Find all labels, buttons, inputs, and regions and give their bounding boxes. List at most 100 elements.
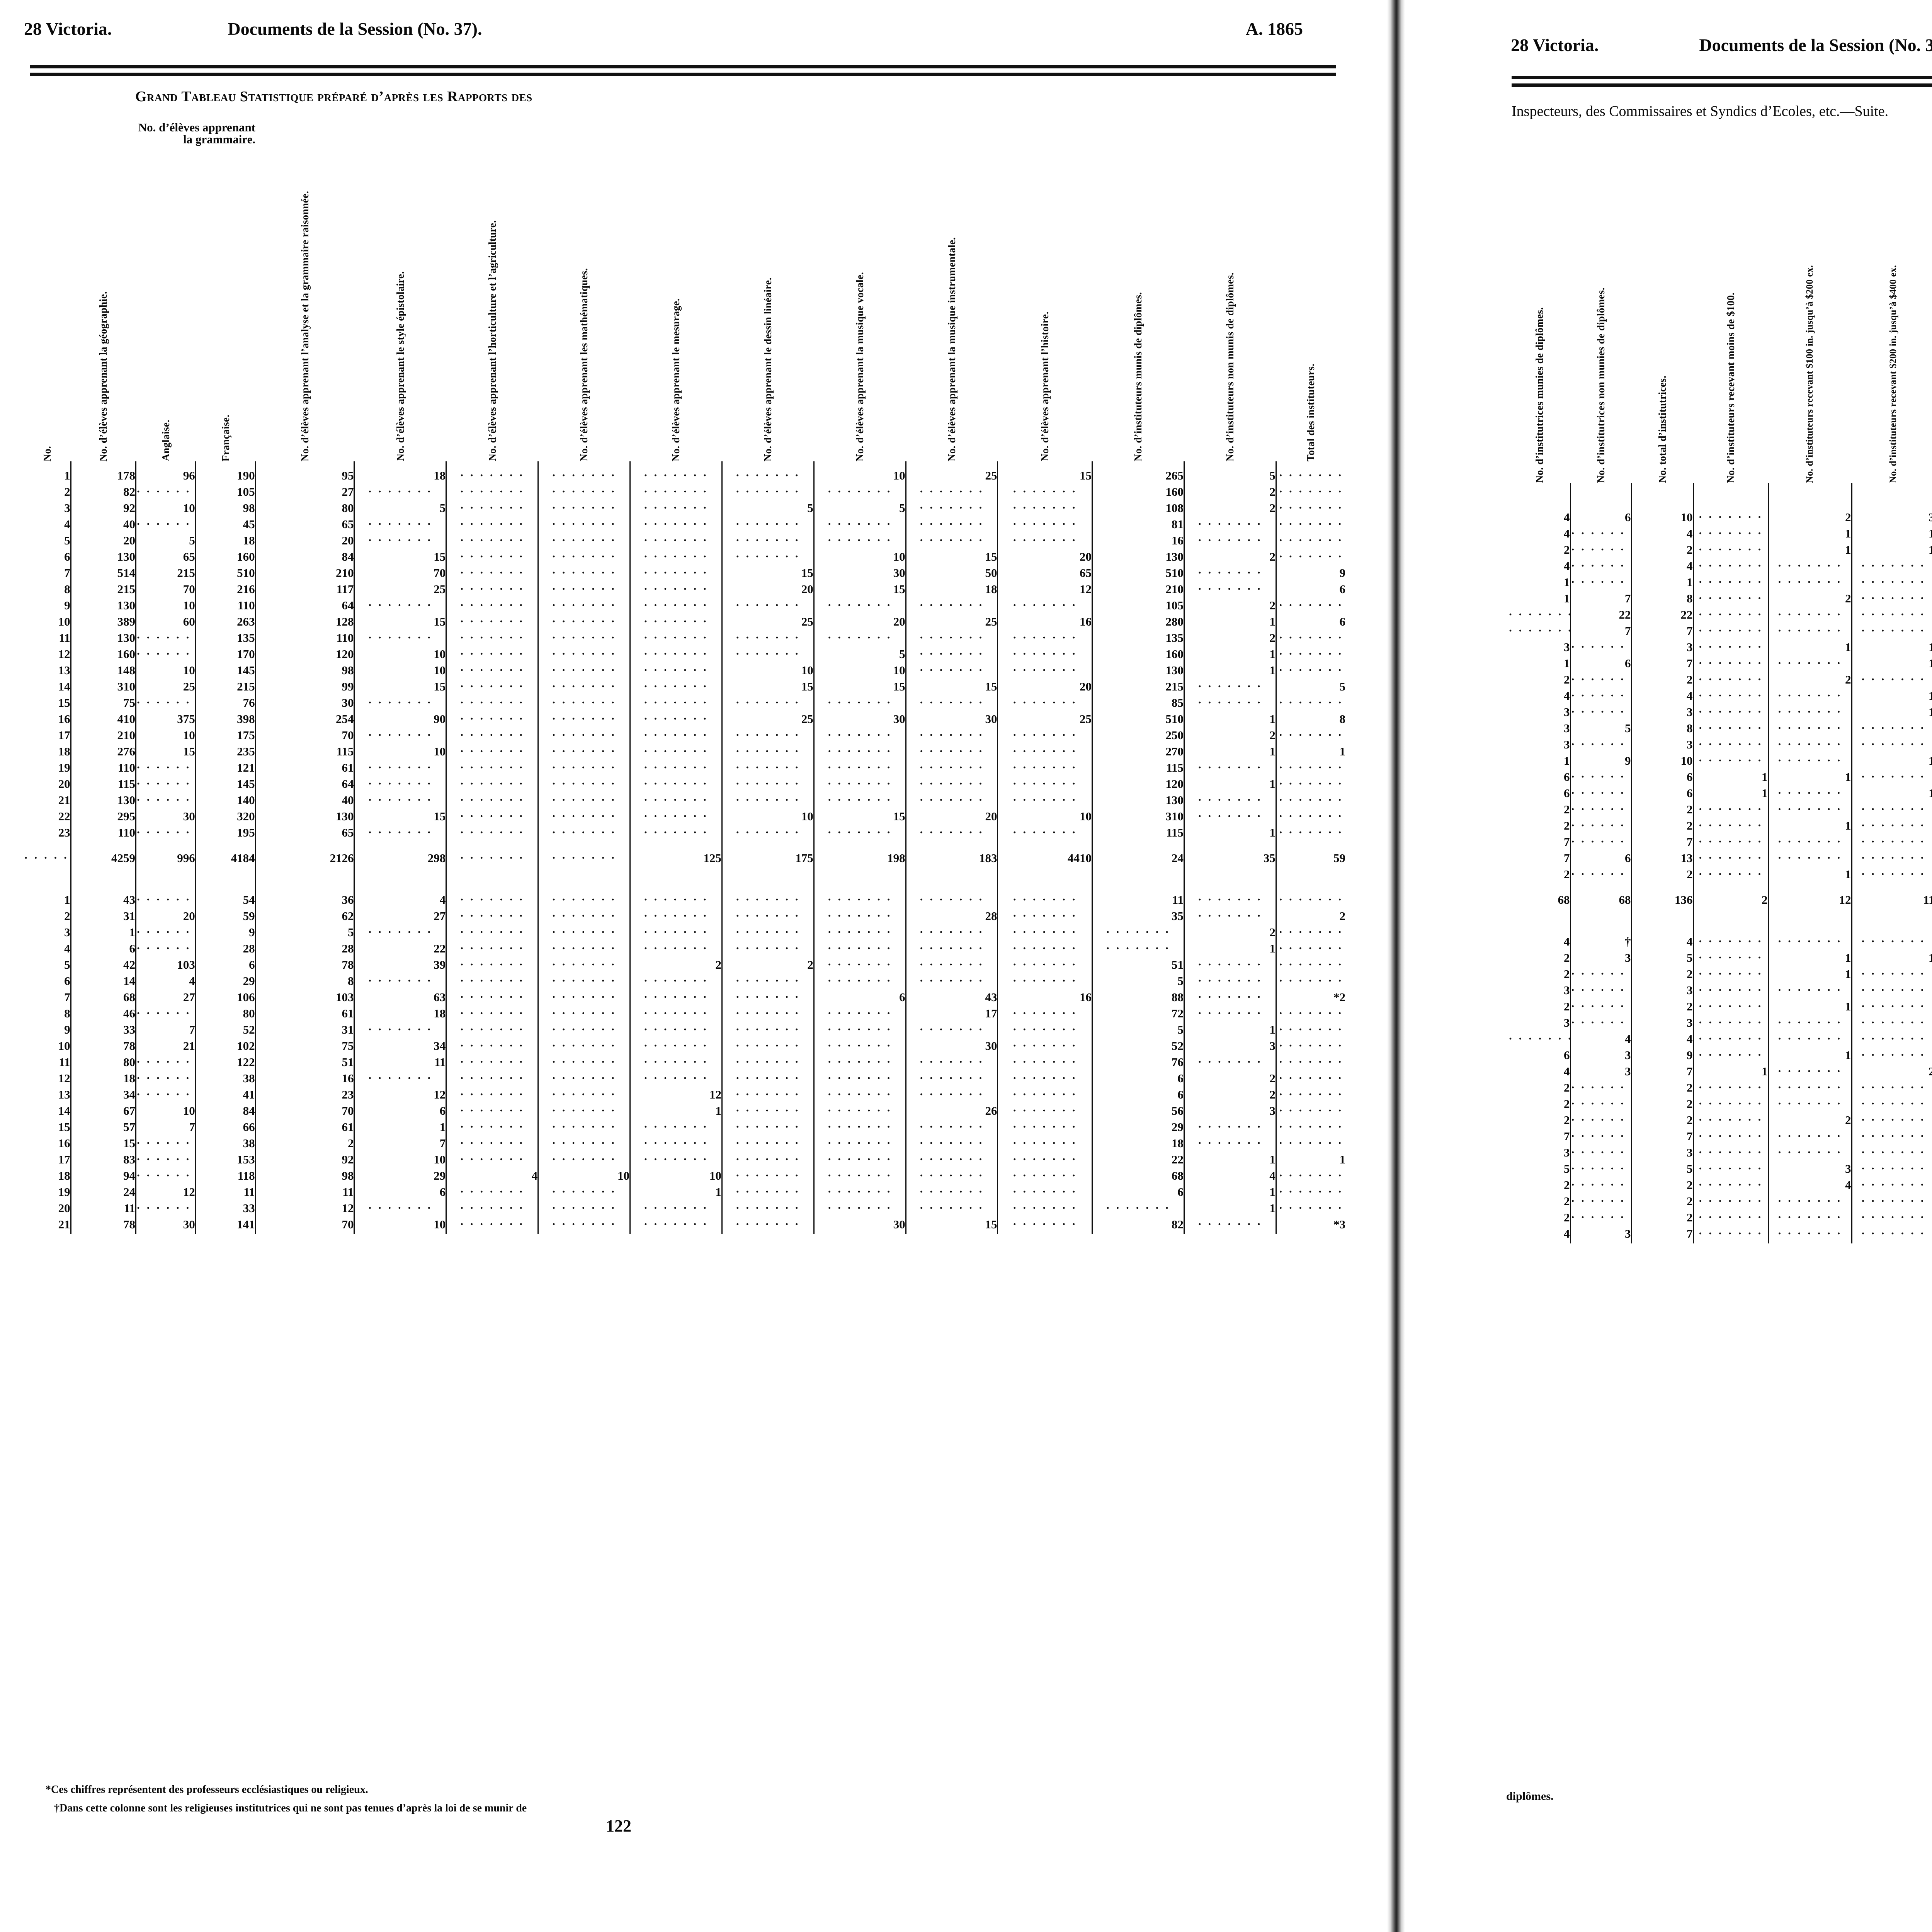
empty-cell-dots: · · · · · · · <box>552 470 617 481</box>
table-cell: 7 <box>354 1133 446 1149</box>
empty-cell-dots: · · · · · · · <box>1197 762 1262 774</box>
table-cell: 6 <box>1092 1068 1184 1084</box>
rule-segment <box>1570 483 1631 487</box>
empty-cell-dots: · · · · · · · <box>919 1202 984 1214</box>
table-cell: 510 <box>1092 563 1184 579</box>
table-cell: · · · · · · · <box>905 1165 998 1182</box>
table-cell: · · · · · · · <box>1692 1110 1768 1126</box>
table-cell: 195 <box>195 822 256 838</box>
empty-cell-dots: · · · · · · · <box>1279 943 1344 954</box>
empty-cell-dots: · · · · · · · <box>1861 771 1926 783</box>
empty-cell-dots: · · · · · · · <box>1197 567 1262 579</box>
empty-cell-dots: · · · · · · · <box>1861 1017 1926 1029</box>
table-cell: 35 <box>1092 906 1184 922</box>
table-cell: · · · · · · · <box>135 692 196 709</box>
empty-cell-dots: · · · · · · · <box>460 1186 525 1198</box>
table-cell: · · · · · · · <box>721 1149 814 1165</box>
table-cell: · · · · · · · <box>1275 546 1345 563</box>
table-cell: 1 <box>1183 822 1276 838</box>
table-cell: · · · · · · · <box>1275 938 1345 954</box>
empty-cell-dots: · · · · · · · <box>827 778 892 790</box>
table-cell: · · · · · · · <box>905 1084 998 1100</box>
table-cell: · · · · · · · <box>629 1068 722 1084</box>
table-cell: · · · · · · · <box>1275 628 1345 644</box>
empty-cell-dots: · · · · · · · <box>1571 690 1631 702</box>
table-cell: 95 <box>255 465 354 481</box>
table-cell: · · · · · · · <box>354 628 446 644</box>
rule-segment <box>1692 483 1768 487</box>
empty-cell-dots: · · · · · · · <box>919 1138 984 1149</box>
rule-segment <box>446 838 538 842</box>
empty-cell-dots: · · · · · · · <box>552 910 617 922</box>
rule-segment <box>446 461 538 465</box>
empty-cell-dots: · · · · · · · <box>827 1202 892 1214</box>
rule-segment <box>1631 927 1693 931</box>
table-cell: · · · · · · · <box>446 660 538 676</box>
table-row: 2 · · · · · · · 2 · · · · · · · 2 · · · · · ·… <box>1509 1110 1932 1126</box>
table-cell: · · · · · · · <box>446 987 538 1003</box>
table-cell: · · · · · · · <box>813 922 906 938</box>
table-cell: 30 <box>135 806 196 822</box>
empty-cell-dots: · · · · · · · <box>1012 1219 1077 1230</box>
rule-segment <box>905 886 998 889</box>
table-cell: · · · · · · · <box>1851 767 1932 783</box>
table-cell: · · · · · · · <box>1851 931 1932 947</box>
table-row: 1 178 96 190 95 18 · · · · · · · · · · · · · · ·… <box>24 465 1345 481</box>
table-cell: · · · · · · · <box>135 644 196 660</box>
table-cell: · · · · · · · <box>446 498 538 514</box>
table-row: 21 130 · · · · · · · 140 40 · · · · · · · · · … <box>24 790 1345 806</box>
table-cell: · · · · · · · <box>1851 980 1932 996</box>
empty-cell-dots: · · · · · · · <box>1197 697 1262 709</box>
currency-unit-row: $$$$ <box>1509 487 1932 507</box>
table-cell: · · · · · · · <box>1692 539 1768 556</box>
col-header-analyse-label: No. d’élèves apprenant l’analyse et la g… <box>299 191 311 461</box>
table-row: 7 · · · · · · · 7 · · · · · · · · · · · · · … <box>1509 1126 1932 1142</box>
rule-segment <box>1851 483 1932 487</box>
rule-segment <box>24 886 71 889</box>
empty-cell-dots: · · · · · · · <box>827 1008 892 1019</box>
rule-segment <box>721 886 814 889</box>
empty-cell-dots: · · · · · · · <box>460 1138 525 1149</box>
table-cell: 68 <box>1570 884 1631 906</box>
rule-segment <box>1631 483 1693 487</box>
table-cell: 26 <box>905 1100 998 1117</box>
col-header-total_instr-label: No. total d’institutrices. <box>1656 375 1668 483</box>
table-cell: · · · · · · · <box>354 1019 446 1036</box>
empty-cell-dots: · · · · · · · <box>552 1040 617 1052</box>
table-cell: · · · · · · · <box>354 922 446 938</box>
table-cell: · · · · · · · <box>446 774 538 790</box>
table-cell: · · · · · · · <box>629 498 722 514</box>
empty-cell-dots: · · · · · · · <box>552 1056 617 1068</box>
table-cell: · · · · · · · <box>905 757 998 774</box>
table-cell: · · · · · · · <box>135 628 196 644</box>
spacer-cell <box>255 868 354 886</box>
table-cell: 1 <box>629 1100 722 1117</box>
empty-cell-dots: · · · · · · · <box>460 697 525 709</box>
table-cell: · · · · · · · <box>135 1068 196 1084</box>
col-header-musique-vocale: No. d’élèves apprenant la musique vocale… <box>814 121 906 461</box>
table-bottom-rule <box>24 838 1345 842</box>
rule-segment <box>195 1230 256 1234</box>
table-cell: · · · · · · · <box>1851 734 1932 750</box>
table-cell: 5 <box>1631 1158 1693 1175</box>
table-cell: 20 <box>997 546 1092 563</box>
table-cell: 121 <box>195 757 256 774</box>
empty-cell-dots: · · · · · · · <box>1571 1017 1631 1029</box>
table-cell: 5 <box>1570 718 1631 734</box>
table-cell: · · · · · · · <box>629 987 722 1003</box>
empty-cell-dots: · · · · · · · <box>735 730 800 741</box>
table-cell: 57 <box>70 1117 136 1133</box>
table-cell: 6 <box>1564 770 1570 784</box>
table-cell: · · · · · · · <box>446 1052 538 1068</box>
empty-cell-dots: · · · · · · · <box>1509 625 1570 637</box>
table-cell: 27 <box>255 481 354 498</box>
table-cell: · · · · · · · <box>1767 832 1852 848</box>
table-cell: · · · · · · · <box>1767 718 1852 734</box>
col-header-dessin-label: No. d’élèves apprenant le dessin linéair… <box>762 277 774 461</box>
empty-cell-dots: · · · · · · · <box>1777 1017 1842 1029</box>
spacer-cell <box>446 868 538 886</box>
table-cell: · · · · · · · <box>813 774 906 790</box>
empty-cell-dots: · · · · · · · <box>643 697 708 709</box>
empty-cell-dots: · · · · · · · <box>1698 1212 1763 1223</box>
table-cell: 30 <box>135 1214 196 1230</box>
